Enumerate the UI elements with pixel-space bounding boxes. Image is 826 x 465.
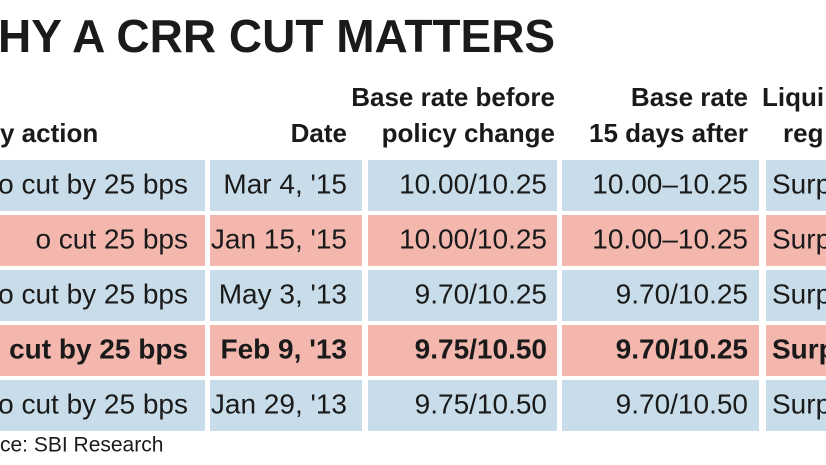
cell: 10.00/10.25 — [399, 168, 547, 199]
cell-bg — [368, 215, 557, 266]
column-header: policy change — [382, 118, 555, 148]
cell-bg — [562, 160, 759, 211]
cell-bg — [368, 380, 557, 431]
cell-bg — [766, 270, 826, 321]
cell-bg — [0, 380, 205, 431]
cell-bg — [0, 270, 205, 321]
cell-bg — [562, 380, 759, 431]
cell-bg — [0, 215, 205, 266]
cell: o cut by 25 bps — [0, 278, 188, 309]
cell-bg — [368, 160, 557, 211]
cell: Surp — [772, 168, 826, 199]
cell: Feb 9, '13 — [221, 333, 348, 364]
cell-bg — [766, 380, 826, 431]
cell: o cut 25 bps — [35, 223, 188, 254]
cell-bg — [210, 160, 362, 211]
cell-bg — [766, 215, 826, 266]
cell-bg — [766, 325, 826, 376]
cell: 10.00–10.25 — [592, 168, 748, 199]
cell-bg — [368, 325, 557, 376]
cell: Surp — [772, 223, 826, 254]
column-header: Base rate before — [351, 82, 555, 112]
cell: Jan 29, '13 — [211, 388, 347, 419]
cell: Surp — [772, 278, 826, 309]
cell: 9.70/10.50 — [616, 388, 748, 419]
cell: Jan 15, '15 — [211, 223, 347, 254]
cell: cut by 25 bps — [9, 333, 188, 364]
cell: 10.00–10.25 — [592, 223, 748, 254]
cell: 9.70/10.25 — [415, 278, 547, 309]
cell-bg — [562, 325, 759, 376]
cell: o cut by 25 bps — [0, 168, 188, 199]
column-header: Date — [291, 118, 347, 148]
column-header: y action — [0, 118, 98, 148]
cell-bg — [0, 325, 205, 376]
cell: 9.75/10.50 — [415, 333, 547, 364]
cell: Mar 4, '15 — [223, 168, 347, 199]
cell-bg — [766, 160, 826, 211]
cell-bg — [0, 160, 205, 211]
cell: o cut by 25 bps — [0, 388, 188, 419]
cell-bg — [368, 270, 557, 321]
cell: May 3, '13 — [219, 278, 347, 309]
column-header: Liqui — [762, 82, 824, 112]
title: HY A CRR CUT MATTERS — [0, 10, 555, 62]
cell: Surp — [772, 333, 826, 364]
column-header: 15 days after — [589, 118, 748, 148]
cell: 9.75/10.50 — [415, 388, 547, 419]
cell: 10.00/10.25 — [399, 223, 547, 254]
cell-bg — [210, 380, 362, 431]
column-header: Base rate — [631, 82, 748, 112]
cell-bg — [562, 215, 759, 266]
column-header: reg — [783, 118, 823, 148]
cell-bg — [210, 270, 362, 321]
cell: 9.70/10.25 — [616, 278, 748, 309]
cell-bg — [210, 215, 362, 266]
cell: 9.70/10.25 — [616, 333, 748, 364]
cell-bg — [210, 325, 362, 376]
source: ce: SBI Research — [0, 434, 163, 457]
cell: Surp — [772, 388, 826, 419]
cell-bg — [562, 270, 759, 321]
